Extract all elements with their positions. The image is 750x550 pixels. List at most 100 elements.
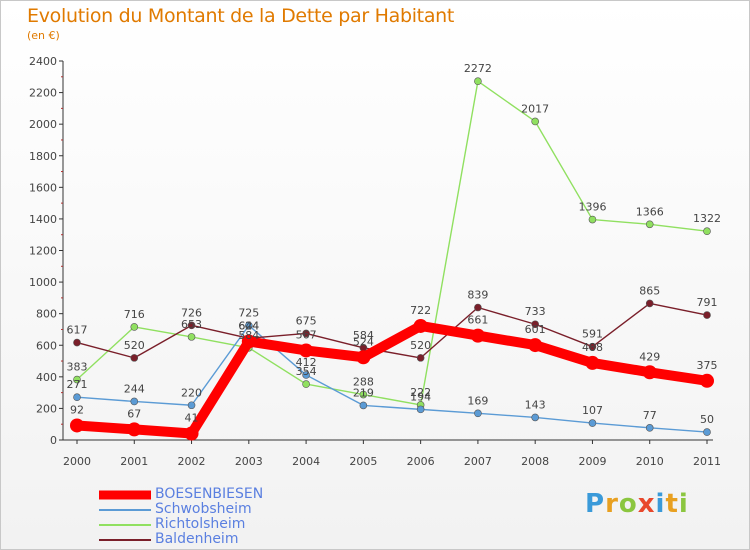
y-tick-label: 2000 [29,118,57,131]
data-label: 169 [467,394,488,407]
data-point [474,77,482,86]
data-label: 2017 [521,102,549,115]
x-tick-label: 2003 [235,455,263,468]
legend-item: Baldenheim [99,532,263,547]
series-line-boesenbiesen [72,320,712,439]
x-tick-label: 2004 [292,455,320,468]
y-tick-label: 800 [36,308,57,321]
data-label: 601 [525,323,546,336]
data-point [470,328,485,343]
x-tick-label: 2001 [120,455,148,468]
data-point [302,380,310,388]
legend-label: BOESENBIESEN [155,486,264,502]
data-label: 1366 [636,205,664,218]
data-label: 143 [525,398,546,411]
data-label: 567 [296,328,317,341]
data-label: 865 [639,284,660,297]
data-point [241,334,256,349]
data-point [703,311,711,319]
data-label: 92 [70,403,84,416]
data-label: 584 [238,329,259,342]
data-label: 591 [582,328,603,341]
chart-title: Evolution du Montant de la Dette par Hab… [27,5,455,27]
data-label: 220 [181,386,202,399]
data-point [703,428,711,436]
y-tick-label: 1200 [29,245,57,258]
data-label: 716 [124,308,145,321]
y-tick-label: 1600 [29,181,57,194]
data-point [528,338,543,353]
data-label: 429 [639,350,660,363]
data-label: 524 [353,335,374,348]
data-point [302,371,310,379]
x-tick-label: 2005 [349,455,377,468]
legend-item: Schwobsheim [99,502,263,517]
y-tick-label: 2200 [29,87,57,100]
data-label: 222 [410,386,431,399]
data-label: 41 [185,412,199,425]
data-label: 244 [124,382,145,395]
proxiti-logo: Proxiti [585,489,689,519]
data-label: 791 [697,296,718,309]
data-label: 488 [582,341,603,354]
chart-legend: BOESENBIESEN Schwobsheim Richtolsheim Balde… [99,487,263,547]
data-point [645,299,654,308]
data-label: 77 [643,409,657,422]
data-point [474,409,482,418]
data-label: 288 [353,376,374,389]
data-label: 354 [296,365,317,378]
data-label: 520 [124,339,145,352]
legend-label: Richtolsheim [155,516,246,532]
data-label: 383 [67,361,88,374]
data-label: 1322 [693,212,721,225]
legend-swatch [99,490,151,499]
data-label: 722 [410,304,431,317]
data-label: 67 [127,407,141,420]
logo-letter: o [618,489,638,519]
data-point [73,393,81,402]
data-point [356,350,371,365]
logo-letter: t [665,489,679,519]
data-label: 726 [181,306,202,319]
data-point [588,419,597,427]
data-point [531,320,539,329]
data-point [127,422,142,437]
data-point [359,401,368,410]
x-tick-label: 2011 [693,455,721,468]
data-label: 520 [410,339,431,352]
y-tick-label: 1800 [29,150,57,163]
y-tick-label: 1000 [29,276,57,289]
x-tick-label: 2002 [178,455,206,468]
chart-axes: 0 200 400 600 800 1000 1200 1400 1600 1800 2000 220… [29,55,721,468]
data-point [187,333,196,341]
x-tick-label: 2009 [578,455,606,468]
data-point [531,117,539,126]
y-tick-label: 200 [36,402,57,415]
data-point [187,401,196,410]
legend-label: Baldenheim [155,531,239,547]
data-label: 675 [296,314,317,327]
data-point [700,373,714,388]
series-line-baldenheim [76,302,708,359]
data-point [302,329,310,338]
data-label: 2272 [464,62,492,75]
data-point [73,338,81,347]
series-line-schwobsheim [76,324,708,433]
data-label: 839 [467,289,488,302]
y-tick-label: 600 [36,339,57,352]
x-tick-label: 2000 [63,455,91,468]
data-point [130,397,139,406]
data-point [645,424,654,432]
data-point [359,390,368,399]
chart-subtitle: (en €) [27,29,60,42]
data-point [73,375,81,384]
data-point [588,342,597,351]
series-line-richtolsheim [76,80,708,406]
x-tick-label: 2006 [407,455,435,468]
legend-item: BOESENBIESEN [99,487,263,502]
data-label: 1396 [578,201,606,214]
data-label: 661 [467,314,488,327]
data-point [187,321,196,330]
